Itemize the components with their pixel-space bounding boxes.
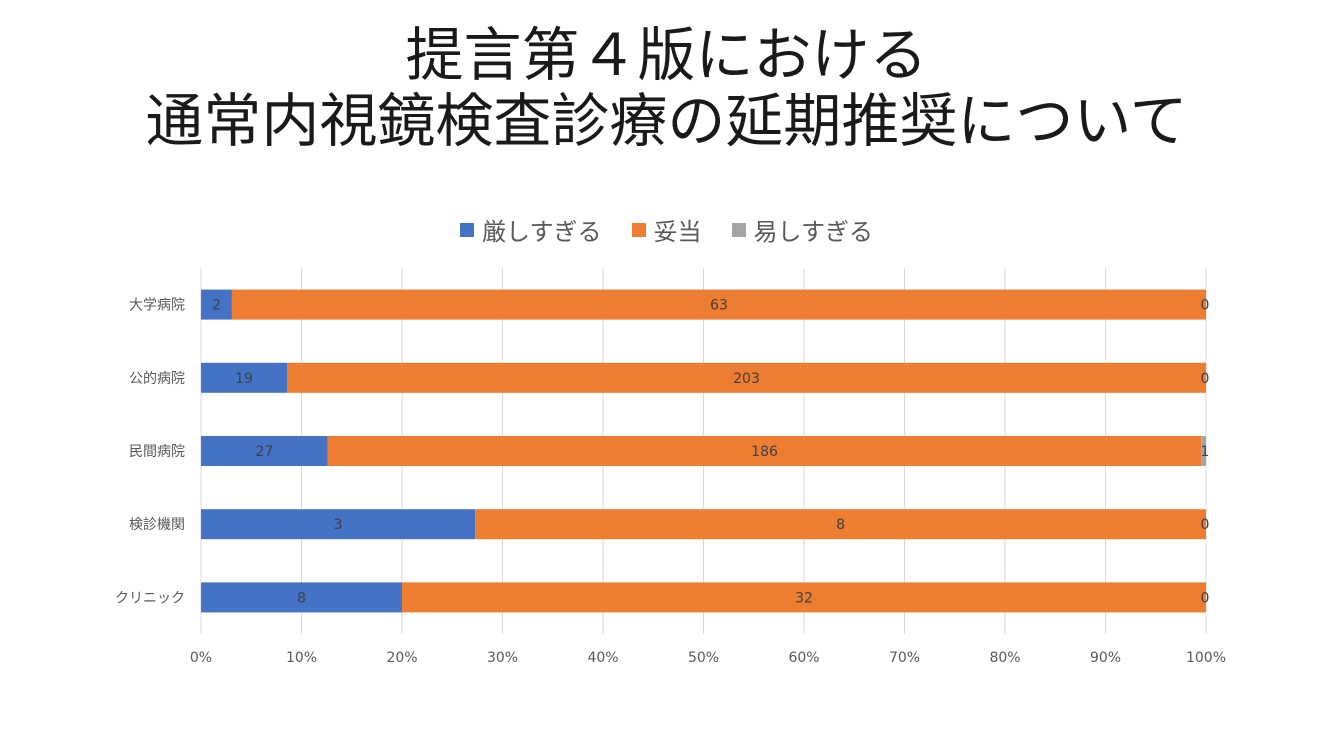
x-tick-label-5: 50% xyxy=(688,650,719,666)
category-label-1: 公的病院 xyxy=(129,371,185,387)
chart-title-line-2: 通常内視鏡検査診療の延期推奨について xyxy=(145,87,1188,155)
chart-legend: 厳しすぎる 妥当 易しすぎる xyxy=(0,212,1333,247)
chart-title: 提言第４版における 通常内視鏡検査診療の延期推奨について xyxy=(0,22,1333,154)
x-tick-label-2: 20% xyxy=(386,650,417,666)
x-tick-label-10: 100% xyxy=(1186,650,1226,666)
chart-title-line-1: 提言第４版における xyxy=(405,21,928,89)
x-tick-label-1: 10% xyxy=(286,650,317,666)
bar-2-2 xyxy=(1201,436,1206,466)
data-label-4-0: 8 xyxy=(297,590,306,606)
data-label-1-2: 0 xyxy=(1201,371,1210,387)
data-label-0-1: 63 xyxy=(710,298,728,314)
data-label-1-0: 19 xyxy=(235,371,253,387)
data-label-3-2: 0 xyxy=(1201,517,1210,533)
x-tick-label-0: 0% xyxy=(190,650,212,666)
data-label-3-0: 3 xyxy=(334,517,343,533)
legend-label-2: 易しすぎる xyxy=(753,218,874,246)
legend-item-1: 妥当 xyxy=(631,212,702,247)
bar-2-0 xyxy=(201,436,328,466)
data-label-4-2: 0 xyxy=(1201,590,1210,606)
category-label-4: クリニック xyxy=(115,590,185,606)
x-tick-label-8: 80% xyxy=(989,650,1020,666)
x-tick-label-3: 30% xyxy=(487,650,518,666)
bar-3-1 xyxy=(475,509,1206,540)
bar-3-0 xyxy=(201,509,476,540)
bar-2-1 xyxy=(327,436,1202,466)
data-label-1-1: 203 xyxy=(733,371,760,387)
legend-swatch-1 xyxy=(631,222,646,237)
legend-item-2: 易しすぎる xyxy=(731,212,874,247)
category-label-2: 民間病院 xyxy=(129,444,185,460)
legend-swatch-2 xyxy=(731,222,746,237)
bar-1-1 xyxy=(287,362,1206,393)
x-tick-label-9: 90% xyxy=(1090,650,1121,666)
data-label-0-2: 0 xyxy=(1201,298,1210,314)
bar-0-0 xyxy=(201,289,232,320)
data-label-2-2: 1 xyxy=(1201,444,1210,460)
bar-4-1 xyxy=(402,582,1206,613)
category-label-3: 検診機関 xyxy=(129,517,185,533)
x-tick-label-7: 70% xyxy=(889,650,920,666)
data-label-4-1: 32 xyxy=(795,590,813,606)
x-tick-label-4: 40% xyxy=(587,650,618,666)
category-label-0: 大学病院 xyxy=(129,298,185,314)
data-label-3-1: 8 xyxy=(836,517,845,533)
legend-swatch-0 xyxy=(459,222,474,237)
legend-label-0: 厳しすぎる xyxy=(481,218,602,246)
legend-item-0: 厳しすぎる xyxy=(459,212,602,247)
data-label-2-0: 27 xyxy=(255,444,273,460)
data-label-0-0: 2 xyxy=(212,298,221,314)
bar-1-0 xyxy=(201,362,288,393)
x-tick-label-6: 60% xyxy=(788,650,819,666)
bar-0-1 xyxy=(231,289,1206,320)
data-label-2-1: 186 xyxy=(751,444,778,460)
bar-4-0 xyxy=(201,582,402,613)
legend-label-1: 妥当 xyxy=(653,218,702,246)
